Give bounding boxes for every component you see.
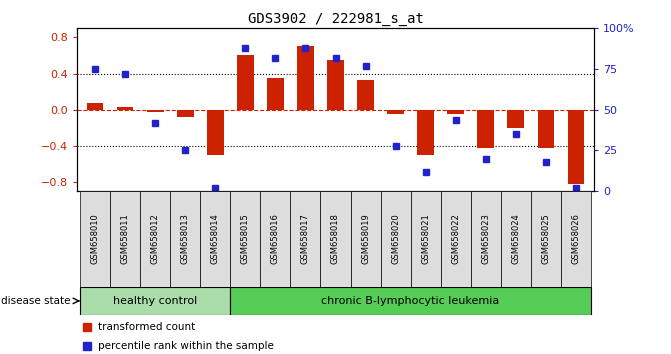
Text: GSM658022: GSM658022 <box>451 213 460 264</box>
Text: GSM658014: GSM658014 <box>211 213 220 264</box>
Text: GSM658015: GSM658015 <box>241 213 250 264</box>
Bar <box>207 110 223 155</box>
Bar <box>237 56 254 110</box>
Text: GSM658011: GSM658011 <box>121 213 130 264</box>
Bar <box>80 191 110 287</box>
Text: GSM658017: GSM658017 <box>301 213 310 264</box>
Text: GSM658019: GSM658019 <box>361 213 370 264</box>
Text: healthy control: healthy control <box>113 296 197 306</box>
Text: GSM658016: GSM658016 <box>271 213 280 264</box>
Text: percentile rank within the sample: percentile rank within the sample <box>98 341 274 351</box>
Bar <box>561 191 591 287</box>
Bar <box>531 191 561 287</box>
Text: GSM658026: GSM658026 <box>571 213 580 264</box>
Bar <box>260 191 291 287</box>
Bar <box>230 191 260 287</box>
Text: GSM658020: GSM658020 <box>391 213 400 264</box>
Text: GSM658010: GSM658010 <box>91 213 100 264</box>
Bar <box>321 191 350 287</box>
Text: transformed count: transformed count <box>98 322 195 332</box>
Bar <box>478 110 494 148</box>
Bar <box>380 191 411 287</box>
Bar <box>147 110 164 112</box>
Bar <box>291 191 321 287</box>
Bar <box>350 191 380 287</box>
Bar <box>327 60 344 110</box>
Bar <box>177 110 193 117</box>
Bar <box>267 78 284 110</box>
Bar <box>117 107 134 110</box>
Text: disease state: disease state <box>1 296 71 306</box>
Bar <box>537 110 554 148</box>
Bar <box>470 191 501 287</box>
Title: GDS3902 / 222981_s_at: GDS3902 / 222981_s_at <box>248 12 423 26</box>
Text: GSM658013: GSM658013 <box>180 213 190 264</box>
Text: GSM658023: GSM658023 <box>481 213 491 264</box>
Bar <box>87 103 103 110</box>
Bar <box>501 191 531 287</box>
Bar <box>201 191 230 287</box>
Bar <box>417 110 434 155</box>
Bar <box>110 191 140 287</box>
Bar <box>448 110 464 114</box>
Bar <box>80 287 230 315</box>
Text: GSM658018: GSM658018 <box>331 213 340 264</box>
Bar <box>230 287 591 315</box>
Bar <box>568 110 584 184</box>
Text: GSM658012: GSM658012 <box>151 213 160 264</box>
Bar <box>297 46 314 110</box>
Bar <box>140 191 170 287</box>
Bar <box>357 80 374 110</box>
Bar <box>441 191 470 287</box>
Text: GSM658024: GSM658024 <box>511 213 520 264</box>
Bar <box>387 110 404 114</box>
Text: GSM658021: GSM658021 <box>421 213 430 264</box>
Bar <box>170 191 201 287</box>
Text: chronic B-lymphocytic leukemia: chronic B-lymphocytic leukemia <box>321 296 500 306</box>
Bar <box>411 191 441 287</box>
Bar <box>507 110 524 128</box>
Text: GSM658025: GSM658025 <box>541 213 550 264</box>
